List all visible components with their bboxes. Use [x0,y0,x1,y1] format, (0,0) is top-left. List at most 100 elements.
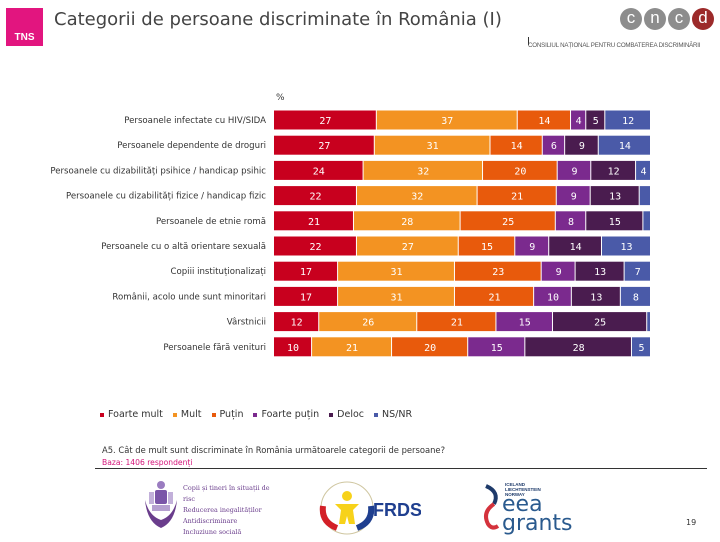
bar-value-label: 9 [579,141,585,152]
cncd-logo: c n c d CONSILIUL NAȚIONAL PENTRU COMBAT… [528,8,718,53]
bar-segment [598,135,650,155]
legend-item: NS/NR [374,409,412,420]
bar-segment [454,286,534,306]
bar-segment [555,211,586,231]
category-label: Copiii instituționalizați [170,267,266,277]
category-label: Românii, acolo unde sunt minoritari [112,292,266,302]
bar-segment [274,286,338,306]
bar-segment [274,211,353,231]
bar-value-label: 31 [391,267,403,278]
bar-segment [534,286,571,306]
bar-segment [571,286,620,306]
bar-value-label: 21 [451,318,463,329]
cncd-subtitle: CONSILIUL NAȚIONAL PENTRU COMBATEREA DIS… [528,42,701,49]
legend-item: Deloc [329,409,364,420]
bar-value-label: 20 [424,343,436,354]
bar-value-label: 25 [594,318,606,329]
legend-item: Foarte mult [100,409,163,420]
bar-segment [515,236,549,256]
bar-value-label: 28 [401,217,413,228]
bar-segment [565,135,598,155]
legend-label: Foarte mult [108,409,163,420]
eea-country: ICELAND [505,482,525,487]
bar-value-label: 24 [313,166,325,177]
bar-value-label: 15 [519,318,531,329]
bar-value-label: 15 [481,242,493,253]
bar-value-label: 21 [346,343,358,354]
bar-value-label: 13 [594,267,606,278]
bar-value-label: 14 [511,141,523,152]
eea-grants-logo: ICELAND LIECHTENSTEIN NORWAY eea grants [480,478,600,538]
bar-value-label: 32 [417,166,429,177]
eea-word: eea [502,492,543,517]
eea-country: NORWAY [505,492,525,497]
bar-value-label: 14 [538,116,550,127]
chart-legend: Foarte mult Mult Puțin Foarte puțin Deloc NS/… [100,409,412,420]
bar-value-label: 12 [622,116,634,127]
category-label: Persoanele fără venituri [163,343,266,353]
bar-segment [549,236,601,256]
bar-segment [639,186,650,206]
category-label: Vârstnicii [227,318,266,328]
bar-value-label: 15 [491,343,503,354]
eea-wordmark: eea grants [502,492,573,536]
bar-segment [392,337,468,357]
bar-value-label: 8 [568,217,574,228]
program-logo: Copii și tineri în situații de risc Redu… [143,478,283,536]
bar-segment [274,110,376,130]
bar-segment [319,312,417,332]
bar-segment [460,211,555,231]
legend-swatch [253,412,258,417]
legend-label: Foarte puțin [261,409,320,420]
bar-segment [458,236,515,256]
legend-label: Deloc [337,409,365,420]
bar-value-label: 25 [502,217,514,228]
bar-segment [376,110,517,130]
bar-segment [338,261,454,281]
bar-value-label: 10 [287,343,299,354]
legend-swatch [172,412,177,417]
bar-value-label: 23 [492,267,504,278]
program-line: Antidiscriminare [183,517,238,525]
bar-segment [468,337,525,357]
bar-value-label: 5 [638,343,644,354]
program-line: Copii și tineri în situații de risc [183,484,270,503]
bar-segment [496,312,552,332]
stacked-bar-chart: Persoanele infectate cu HIV/SIDA 27 37 14 4 5… [50,110,650,357]
category-label: Persoanele cu o altă orientare sexuală [101,242,266,252]
bar-value-label: 31 [427,141,439,152]
bar-segment [356,186,477,206]
bar-segment [571,110,586,130]
bar-value-label: 7 [635,267,641,278]
bar-segment [647,312,650,332]
bar-segment [274,337,312,357]
legend-swatch [100,412,104,417]
legend-item: Mult [172,409,202,420]
bar-value-label: 4 [641,166,647,177]
bar-segment [525,337,631,357]
legend-item: Foarte puțin [253,409,319,420]
bar-segment [542,135,565,155]
legend-swatch [329,412,334,417]
bar-segment [353,211,460,231]
bar-segment [312,337,392,357]
bar-segment [338,286,454,306]
frds-logo: FRDS [311,478,422,538]
legend-label: NS/NR [382,409,413,420]
bar-value-label: 13 [620,242,632,253]
bar-value-label: 10 [547,292,559,303]
legend-swatch [374,412,379,417]
bar-value-label: 22 [309,242,321,253]
bar-segment [477,186,556,206]
bar-value-label: 22 [309,192,321,203]
bar-segment [552,312,647,332]
bar-segment [274,236,356,256]
bar-value-label: 28 [573,343,585,354]
bar-value-label: 13 [609,192,621,203]
unit-label: % [276,93,285,103]
bar-segment [620,286,650,306]
cncd-letter: c [668,8,690,30]
eea-word: grants [502,511,573,536]
cncd-letter: c [620,8,642,30]
survey-question: A5. Cât de mult sunt discriminate în Rom… [102,445,446,455]
